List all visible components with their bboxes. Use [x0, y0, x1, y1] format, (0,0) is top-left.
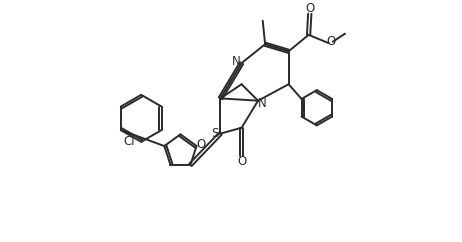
Text: N: N — [232, 55, 241, 68]
Text: O: O — [237, 155, 246, 168]
Text: O: O — [196, 138, 206, 151]
Text: O: O — [326, 35, 335, 48]
Text: N: N — [258, 97, 267, 110]
Text: Cl: Cl — [123, 135, 134, 148]
Text: S: S — [212, 127, 219, 140]
Text: O: O — [305, 2, 315, 15]
